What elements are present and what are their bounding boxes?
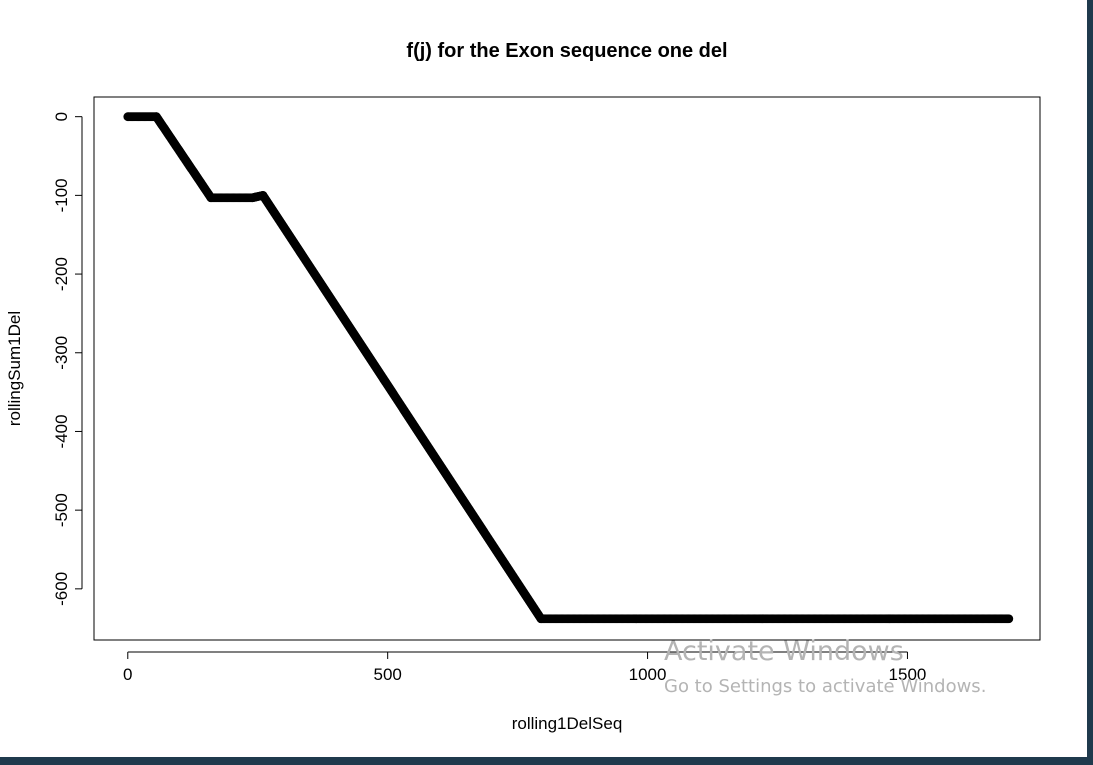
y-axis: 0 -100 -200 -300 -400 -500 -600 [52,112,83,606]
y-tick-label: -300 [52,336,71,370]
data-points [123,112,1014,624]
y-tick-label: -100 [52,178,71,212]
data-point [1004,614,1014,624]
chart-title: f(j) for the Exon sequence one del [406,40,727,62]
y-tick-label: -500 [52,493,71,527]
watermark-title: Activate Windows [664,636,904,667]
x-axis: 0 500 1000 1500 [123,651,927,684]
y-tick-label: -400 [52,414,71,448]
y-tick-label: -600 [52,572,71,606]
x-tick-label: 1000 [629,665,667,684]
y-axis-label: rollingSum1Del [5,311,24,426]
x-tick-label: 1500 [889,665,927,684]
plot-frame [93,96,1041,641]
x-axis-label: rolling1DelSeq [512,714,623,733]
x-tick-label: 0 [123,665,132,684]
y-tick-label: 0 [52,112,71,121]
y-tick-label: -200 [52,257,71,291]
x-tick-label: 500 [373,665,401,684]
watermark-subtitle: Go to Settings to activate Windows. [664,676,987,697]
